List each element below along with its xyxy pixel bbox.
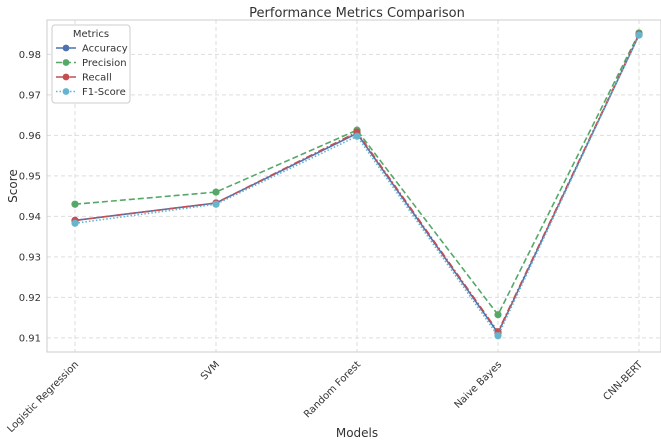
- data-point: [635, 31, 643, 39]
- x-tick-label: CNN-BERT: [601, 359, 645, 403]
- x-tick-label: SVM: [199, 359, 222, 382]
- data-point: [212, 188, 220, 196]
- grid-lines: [47, 20, 661, 352]
- series-lines: [71, 29, 643, 340]
- plot-frame: [46, 19, 661, 353]
- data-point: [494, 332, 502, 340]
- data-point: [353, 132, 361, 140]
- data-point: [71, 200, 79, 208]
- y-tick-label: 0.91: [19, 333, 41, 344]
- legend-label: Accuracy: [82, 44, 128, 55]
- series-f1-score: [71, 31, 643, 340]
- legend-marker: [62, 73, 70, 81]
- chart-title: Performance Metrics Comparison: [249, 6, 465, 21]
- y-axis: 0.91 0.92 0.93 0.94 0.95 0.96 0.97 0.98: [19, 50, 41, 344]
- y-tick-label: 0.95: [19, 171, 41, 182]
- y-tick-label: 0.92: [19, 293, 41, 304]
- x-axis: Logistic Regression SVM Random Forest Naive…: [6, 359, 646, 435]
- legend: Metrics Accuracy Precision Recall F1-Score: [51, 24, 131, 104]
- y-axis-label: Score: [6, 169, 20, 203]
- data-point: [494, 311, 502, 319]
- legend-label: Precision: [82, 58, 127, 69]
- legend-marker: [62, 59, 70, 66]
- series-line: [74, 34, 640, 338]
- data-point: [71, 219, 79, 227]
- y-tick-label: 0.97: [19, 90, 41, 101]
- y-tick-label: 0.93: [19, 252, 41, 263]
- y-tick-label: 0.98: [19, 50, 41, 61]
- legend-marker: [62, 88, 70, 95]
- legend-label: Recall: [82, 73, 112, 84]
- legend-box: [51, 24, 131, 104]
- x-axis-label: Models: [336, 426, 378, 440]
- legend-marker: [62, 44, 70, 52]
- series-line: [74, 32, 640, 317]
- y-tick-label: 0.96: [19, 131, 41, 142]
- legend-title: Metrics: [73, 29, 109, 40]
- legend-label: F1-Score: [82, 87, 126, 98]
- data-point: [212, 200, 220, 208]
- x-tick-label: Random Forest: [302, 359, 363, 420]
- x-tick-label: Naive Bayes: [453, 359, 505, 411]
- x-tick-label: Logistic Regression: [6, 359, 82, 435]
- y-tick-label: 0.94: [19, 212, 41, 223]
